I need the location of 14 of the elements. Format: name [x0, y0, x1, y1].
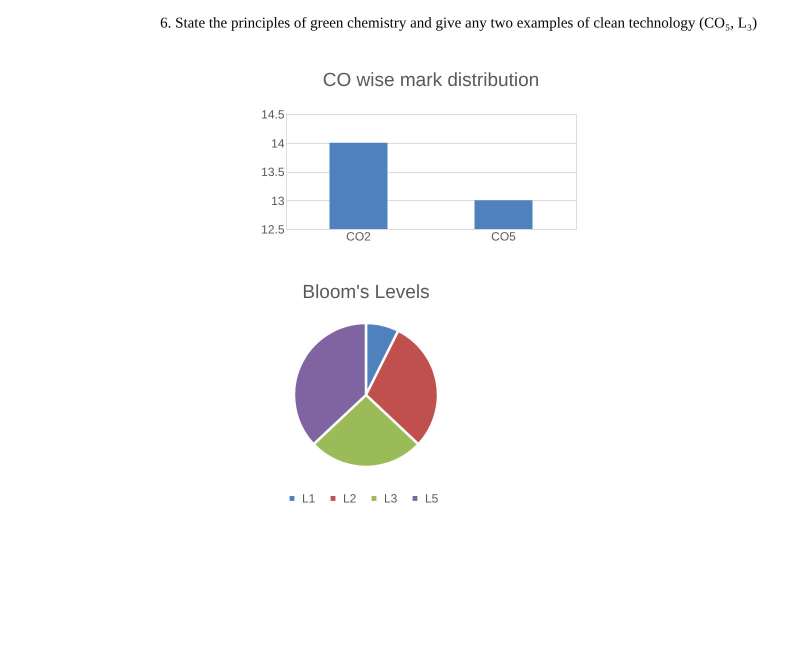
chart-title: CO wise mark distribution	[322, 70, 540, 91]
x-tick-label: CO5	[491, 230, 516, 244]
y-tick-label: 12.5	[261, 222, 285, 236]
y-tick-label: 14	[271, 136, 285, 150]
legend-label: L3	[384, 491, 398, 506]
text: 6. State the principles of green chemistry and give any two examples of clean technology (CO₅, L₃)	[160, 16, 758, 32]
x-tick-label: CO2	[346, 230, 372, 244]
legend-label: L2	[343, 491, 357, 506]
legend-label: L1	[302, 491, 316, 506]
legend-label: L5	[425, 491, 439, 506]
y-tick-label: 13.5	[261, 165, 285, 179]
chart-title: Bloom's Levels	[302, 282, 430, 303]
y-tick-label: 13	[271, 194, 285, 208]
y-tick-label: 14.5	[261, 108, 285, 122]
